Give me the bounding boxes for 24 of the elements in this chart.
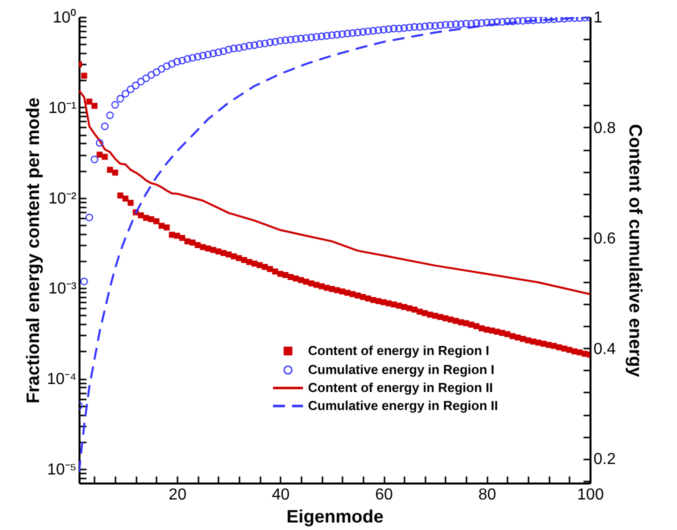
- line-series: [79, 89, 590, 296]
- y-tick-label: 10⁻⁴: [46, 371, 77, 388]
- y-tick-label: 10⁻¹: [48, 100, 76, 117]
- legend-label: Content of energy in Region II: [308, 380, 493, 395]
- x-axis-title: Eigenmode: [286, 506, 384, 526]
- y2-tick-label: 0.4: [594, 340, 616, 358]
- y-tick-label: 10⁰: [52, 8, 76, 26]
- y2-tick-label: 0.8: [594, 120, 616, 137]
- y2-tick-label: 1: [594, 10, 602, 26]
- y-tick-label: 10⁻³: [48, 280, 78, 298]
- legend-label: Content of energy in Region I: [308, 343, 490, 358]
- x-tick-label: 100: [577, 486, 604, 504]
- legend-label: Cumulative energy in Region II: [308, 398, 498, 413]
- x-tick-label: 20: [168, 486, 187, 504]
- legend-label: Cumulative energy in Region I: [308, 362, 494, 377]
- x-tick-label: 40: [272, 486, 290, 504]
- y2-tick-label: 0.2: [594, 451, 616, 468]
- x-tick-label: 80: [478, 486, 496, 504]
- y-tick-label: 10⁻²: [48, 190, 78, 208]
- y-axis-title: Fractional energy content per mode: [22, 97, 43, 404]
- y2-tick-label: 0.6: [594, 230, 616, 248]
- y-tick-label: 10⁻⁵: [47, 461, 76, 478]
- y2-axis-title: Content of cumulative energy: [626, 124, 646, 378]
- x-tick-label: 60: [375, 486, 394, 504]
